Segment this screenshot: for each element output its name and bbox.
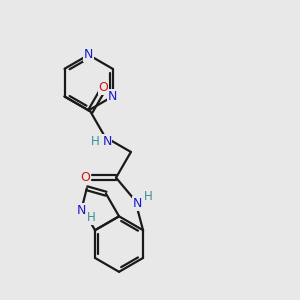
Text: N: N [84, 48, 93, 62]
Text: H: H [91, 135, 100, 148]
Text: H: H [144, 190, 152, 203]
Text: N: N [77, 204, 87, 217]
Text: O: O [80, 171, 90, 184]
Text: N: N [102, 135, 112, 148]
Text: N: N [108, 90, 117, 103]
Text: O: O [98, 81, 108, 94]
Text: N: N [132, 197, 142, 210]
Text: H: H [86, 211, 95, 224]
